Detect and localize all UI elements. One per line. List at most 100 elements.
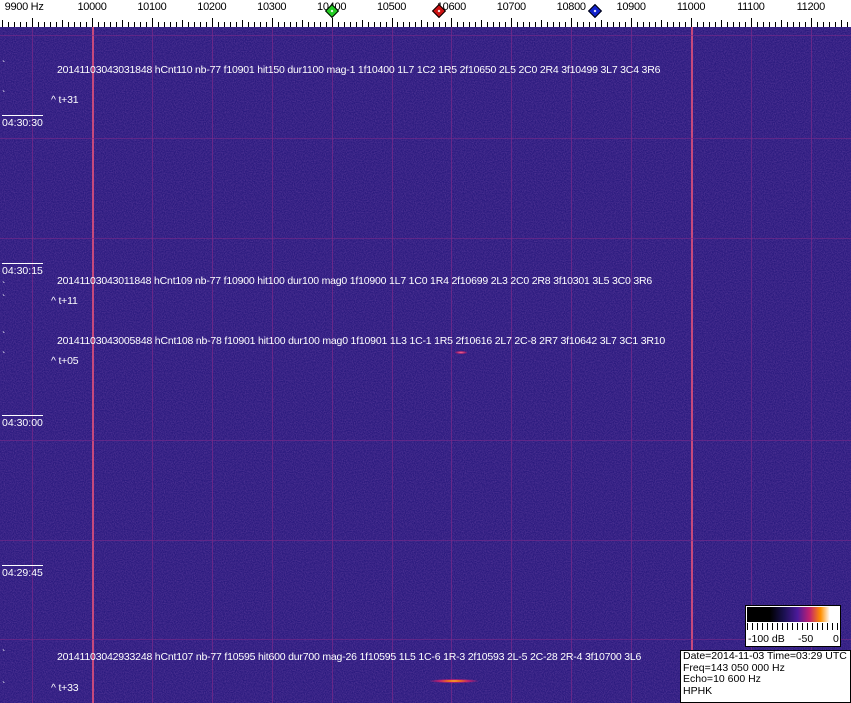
row-tick: ` xyxy=(2,294,6,305)
scale-tick xyxy=(553,22,555,27)
scale-tick xyxy=(792,22,794,27)
time-gridline xyxy=(0,138,851,139)
scale-tick xyxy=(193,22,195,27)
row-tick: ` xyxy=(2,90,6,101)
scale-tick xyxy=(702,22,704,27)
scale-tick xyxy=(133,22,135,27)
scale-tick xyxy=(247,22,249,27)
scale-tick xyxy=(385,22,387,27)
scale-tick xyxy=(714,22,716,27)
frequency-label: 10000 xyxy=(77,1,107,13)
time-gridline xyxy=(0,440,851,441)
scale-tick xyxy=(115,22,117,27)
scale-tick xyxy=(451,18,453,27)
time-label: 04:30:00 xyxy=(2,415,43,429)
row-tick: ` xyxy=(2,281,6,292)
info-echo: Echo=10 600 Hz xyxy=(683,673,761,685)
echo-signal xyxy=(455,351,467,354)
scale-tick xyxy=(56,22,58,27)
scale-tick xyxy=(445,22,447,27)
scale-tick xyxy=(253,22,255,27)
scale-tick xyxy=(343,22,345,27)
scale-tick xyxy=(289,22,291,27)
scale-tick xyxy=(223,22,225,27)
scale-tick xyxy=(649,22,651,27)
frequency-gridline xyxy=(631,27,633,703)
scale-tick xyxy=(840,20,842,27)
frequency-label: 11100 xyxy=(737,1,765,13)
frequency-gridline xyxy=(810,27,812,703)
scale-tick xyxy=(427,22,429,27)
scale-tick xyxy=(499,22,501,27)
scale-tick xyxy=(92,18,93,27)
scale-tick xyxy=(846,22,848,27)
scale-tick xyxy=(457,22,459,27)
frequency-label: 10900 xyxy=(616,1,646,13)
blue-marker-icon[interactable] xyxy=(588,3,603,19)
scale-tick xyxy=(379,22,381,27)
frequency-label: 10700 xyxy=(496,1,526,13)
colorbar-label-max: 0 xyxy=(833,633,839,645)
scale-tick xyxy=(535,22,537,27)
scale-tick xyxy=(493,22,495,27)
scale-tick xyxy=(732,22,734,27)
scale-tick xyxy=(32,18,34,27)
scale-tick xyxy=(577,22,579,27)
scale-tick xyxy=(708,22,710,27)
frequency-label: 10300 xyxy=(257,1,287,13)
scale-tick xyxy=(762,22,764,27)
scale-tick xyxy=(38,22,40,27)
scale-tick xyxy=(816,22,818,27)
scale-tick xyxy=(319,22,321,27)
scale-tick xyxy=(301,20,303,27)
time-label: 04:30:30 xyxy=(2,115,43,129)
scale-tick xyxy=(181,20,183,27)
scale-tick xyxy=(571,18,573,27)
frequency-gridline xyxy=(271,27,273,703)
scale-tick xyxy=(607,22,609,27)
time-gridline xyxy=(0,238,851,239)
scale-tick xyxy=(2,20,4,27)
scale-tick xyxy=(235,22,237,27)
scale-tick xyxy=(726,22,728,27)
scale-tick xyxy=(421,20,423,27)
scale-tick xyxy=(433,22,435,27)
scale-tick xyxy=(325,22,327,27)
scale-tick xyxy=(277,22,279,27)
scale-tick xyxy=(175,22,177,27)
frequency-label: 10200 xyxy=(197,1,227,13)
scale-tick xyxy=(103,22,105,27)
scale-tick xyxy=(786,22,788,27)
scale-tick xyxy=(810,18,812,27)
row-tick: ` xyxy=(2,681,6,692)
frequency-gridline xyxy=(211,27,213,703)
detection-offset: ^ t+33 xyxy=(51,682,79,694)
scale-tick xyxy=(313,22,315,27)
scale-tick xyxy=(774,22,776,27)
scale-tick xyxy=(511,18,513,27)
frequency-label: 10800 xyxy=(556,1,586,13)
scale-tick xyxy=(307,22,309,27)
scale-tick xyxy=(265,22,267,27)
scale-tick xyxy=(744,22,746,27)
scale-tick xyxy=(463,22,465,27)
scale-tick xyxy=(139,22,141,27)
frequency-gridline xyxy=(750,27,752,703)
detection-text: 20141103043011848 hCnt109 nb-77 f10900 h… xyxy=(57,275,653,287)
time-label: 04:30:15 xyxy=(2,263,43,277)
scale-tick xyxy=(720,20,722,27)
scale-tick xyxy=(151,18,153,27)
info-frequency: Freq=143 050 000 Hz xyxy=(683,661,785,674)
scale-tick xyxy=(481,20,483,27)
scale-tick xyxy=(121,20,123,27)
scale-tick xyxy=(565,22,567,27)
scale-tick xyxy=(26,22,28,27)
time-gridline xyxy=(0,639,851,640)
scale-tick xyxy=(750,18,752,27)
scale-tick xyxy=(601,20,603,27)
scale-tick xyxy=(439,22,441,27)
info-box: Date=2014-11-03 Time=03:29 UTC Freq=143 … xyxy=(680,650,851,703)
colorbar-label-mid: -50 xyxy=(798,633,814,645)
frequency-gridline xyxy=(451,27,453,703)
scale-tick xyxy=(822,22,824,27)
